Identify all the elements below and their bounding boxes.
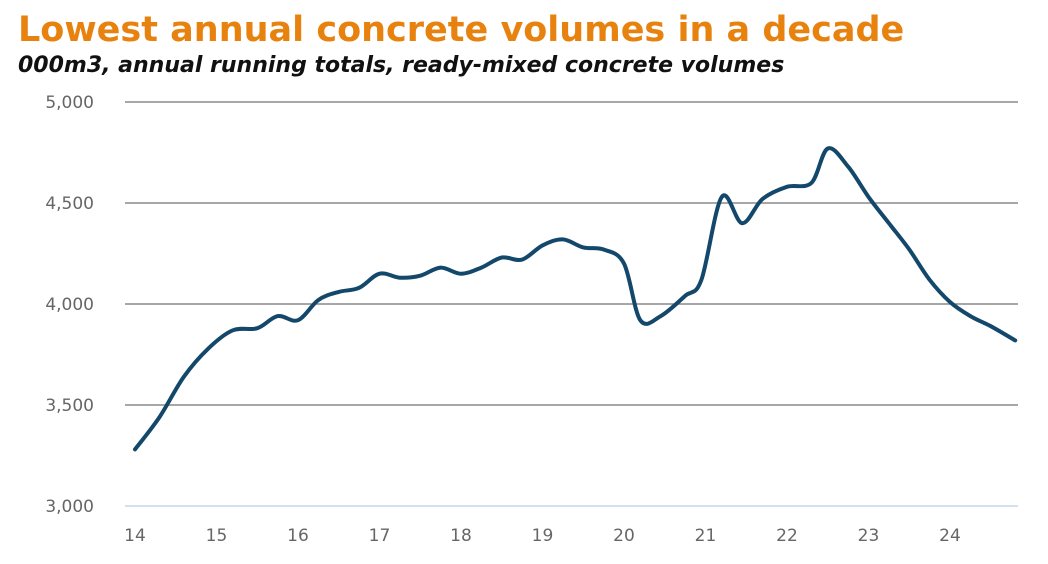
y-tick-label: 4,500 (45, 194, 94, 214)
x-tick-label: 15 (206, 526, 228, 546)
series-layer (133, 146, 1018, 452)
x-tick-label: 14 (124, 526, 146, 546)
chart-title: Lowest annual concrete volumes in a deca… (18, 10, 905, 50)
x-tick-label: 17 (369, 526, 391, 546)
y-axis-tick-labels: 3,000 3,500 4,000 4,500 5,000 (45, 93, 94, 517)
x-tick-label: 21 (695, 526, 717, 546)
y-tick-label: 5,000 (45, 93, 94, 113)
x-tick-label: 19 (532, 526, 554, 546)
x-tick-label: 20 (613, 526, 635, 546)
y-tick-label: 4,000 (45, 295, 94, 315)
x-tick-label: 22 (776, 526, 798, 546)
x-axis-tick-labels: 14 15 16 17 18 19 20 21 22 23 24 (124, 526, 961, 546)
x-tick-label: 18 (450, 526, 472, 546)
x-tick-label: 16 (287, 526, 309, 546)
x-tick-label: 23 (858, 526, 880, 546)
y-tick-label: 3,500 (45, 396, 94, 416)
y-tick-label: 3,000 (45, 497, 94, 517)
chart-subtitle: 000m3, annual running totals, ready-mixe… (18, 53, 785, 78)
series-line (133, 146, 1018, 452)
x-tick-label: 24 (939, 526, 961, 546)
gridlines (125, 101, 1018, 507)
